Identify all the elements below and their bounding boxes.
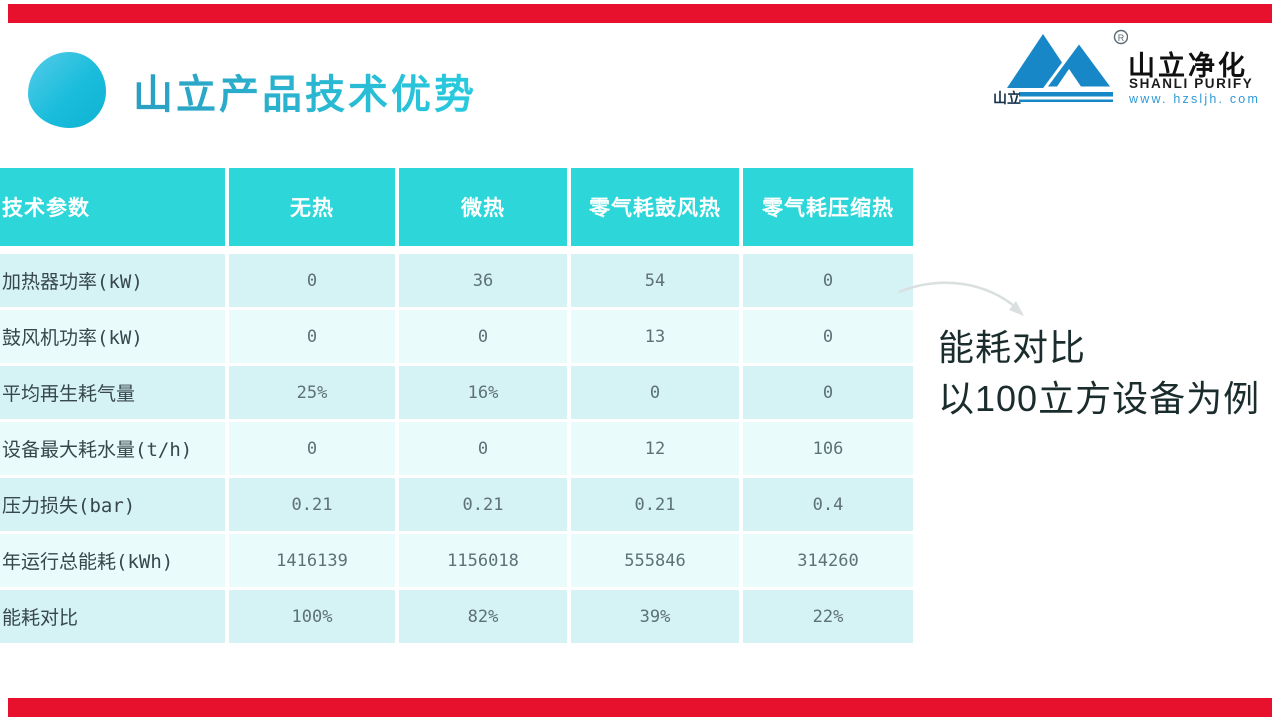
table-row: 年运行总能耗(kWh) 1416139 1156018 555846 31426… (0, 534, 913, 587)
table-cell: 39% (571, 590, 739, 643)
table-cell: 0 (229, 254, 395, 307)
table-row: 平均再生耗气量 25% 16% 0 0 (0, 366, 913, 419)
decor-blob (28, 52, 106, 128)
column-header: 微热 (399, 168, 567, 246)
annotation-line2: 以100立方设备为例 (938, 378, 1261, 420)
table-cell: 100% (229, 590, 395, 643)
column-header: 技术参数 (0, 168, 225, 246)
table-cell: 0 (229, 422, 395, 475)
table-cell: 0.4 (743, 478, 913, 531)
table-cell: 12 (571, 422, 739, 475)
page-title: 山立产品技术优势 (133, 62, 477, 120)
row-label: 能耗对比 (0, 590, 225, 643)
table-cell: 106 (743, 422, 913, 475)
row-label: 加热器功率(kW) (0, 254, 225, 307)
table-row: 加热器功率(kW) 0 36 54 0 (0, 254, 913, 307)
table-cell: 1156018 (399, 534, 567, 587)
top-red-bar (8, 4, 1272, 23)
bottom-red-bar (8, 698, 1272, 717)
table-cell: 0.21 (399, 478, 567, 531)
row-label: 年运行总能耗(kWh) (0, 534, 225, 587)
table-cell: 0 (399, 310, 567, 363)
annotation-line1: 能耗对比 (938, 327, 1087, 368)
table-cell: 16% (399, 366, 567, 419)
logo-url: www. hzsljh. com (1129, 92, 1261, 106)
table-cell: 13 (571, 310, 739, 363)
table-cell: 36 (399, 254, 567, 307)
table-cell: 555846 (571, 534, 739, 587)
column-header: 零气耗压缩热 (743, 168, 913, 246)
table-cell: 22% (743, 590, 913, 643)
logo-mark-text: 山立 (993, 90, 1021, 106)
table-cell: 0 (743, 366, 913, 419)
table-cell: 54 (571, 254, 739, 307)
table-cell: 0 (399, 422, 567, 475)
table-row: 鼓风机功率(kW) 0 0 13 0 (0, 310, 913, 363)
table-cell: 0 (743, 254, 913, 307)
tech-comparison-table: 技术参数 无热 微热 零气耗鼓风热 零气耗压缩热 加热器功率(kW) 0 36 … (0, 168, 913, 646)
column-header: 零气耗鼓风热 (571, 168, 739, 246)
table-cell: 314260 (743, 534, 913, 587)
company-logo: R 山立 山立净化 SHANLI PURIFY www. hzsljh. com (993, 26, 1258, 116)
mountain-logo-icon: R 山立 (993, 29, 1128, 106)
logo-brand-cn: 山立净化 (1128, 51, 1248, 81)
table-cell: 0.21 (571, 478, 739, 531)
table-body: 加热器功率(kW) 0 36 54 0 鼓风机功率(kW) 0 0 13 0 平… (0, 254, 913, 643)
table-cell: 0 (229, 310, 395, 363)
column-header: 无热 (229, 168, 395, 246)
side-annotation: 能耗对比 以100立方设备为例 (938, 322, 1260, 424)
row-label: 平均再生耗气量 (0, 366, 225, 419)
table-row: 设备最大耗水量(t/h) 0 0 12 106 (0, 422, 913, 475)
table-row: 压力损失(bar) 0.21 0.21 0.21 0.4 (0, 478, 913, 531)
row-label: 压力损失(bar) (0, 478, 225, 531)
row-label: 鼓风机功率(kW) (0, 310, 225, 363)
row-label: 设备最大耗水量(t/h) (0, 422, 225, 475)
table-cell: 0 (743, 310, 913, 363)
table-row: 能耗对比 100% 82% 39% 22% (0, 590, 913, 643)
logo-brand-en: SHANLI PURIFY (1129, 76, 1254, 91)
table-cell: 25% (229, 366, 395, 419)
table-header-row: 技术参数 无热 微热 零气耗鼓风热 零气耗压缩热 (0, 168, 913, 246)
svg-text:R: R (1118, 33, 1125, 43)
table-cell: 0 (571, 366, 739, 419)
table-cell: 1416139 (229, 534, 395, 587)
table-cell: 0.21 (229, 478, 395, 531)
curved-arrow-icon (898, 281, 1024, 316)
table-cell: 82% (399, 590, 567, 643)
